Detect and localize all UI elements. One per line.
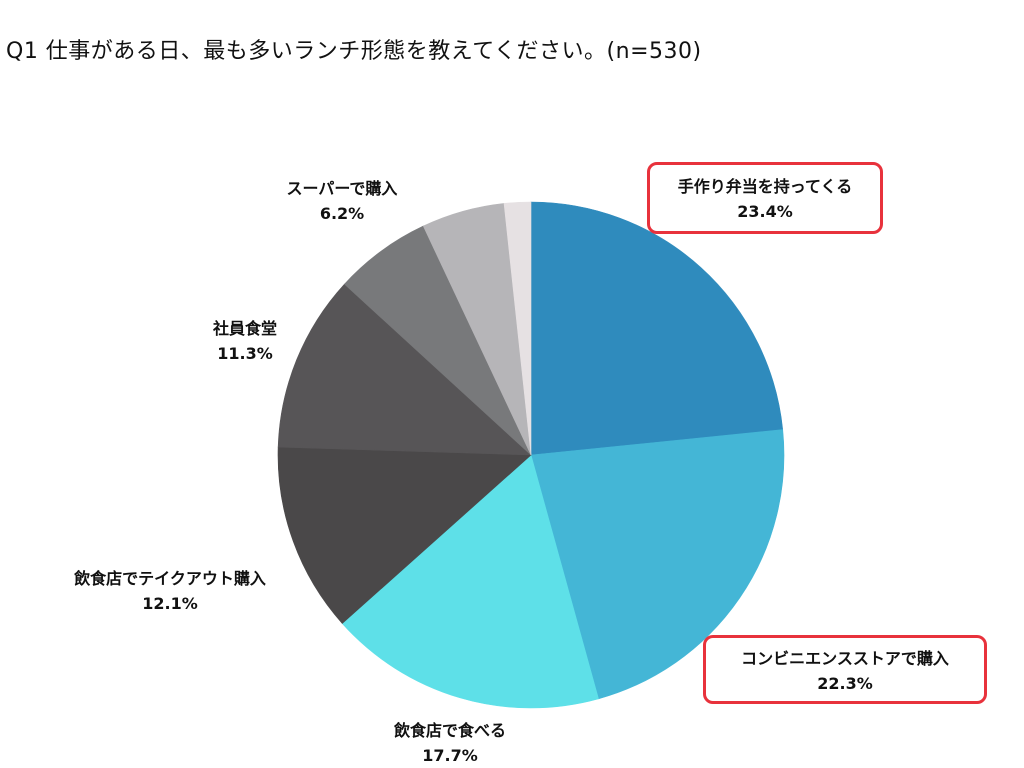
label-pct: 23.4% [737,202,793,221]
label-convenience-store: コンビニエンスストアで購入 22.3% [703,635,987,704]
label-cafeteria: 社員食堂 11.3% [190,316,300,366]
label-name: 社員食堂 [212,319,277,338]
label-name: 飲食店で食べる [393,721,506,740]
label-pct: 12.1% [142,594,198,613]
pie-slice [341,454,599,709]
label-takeout: 飲食店でテイクアウト購入 12.1% [40,566,300,616]
label-pct: 11.3% [217,344,273,363]
pie-slice [530,429,785,700]
label-name: コンビニエンスストアで購入 [741,649,949,668]
pie-slice [277,283,532,456]
pie-slice [530,201,784,456]
label-name: 手作り弁当を持ってくる [677,177,853,196]
label-pct: 6.2% [319,204,365,223]
label-eat-at-restaurant: 飲食店で食べる 17.7% [370,718,530,768]
label-supermarket: スーパーで購入 6.2% [262,176,422,226]
label-pct: 17.7% [422,746,478,765]
label-pct: 22.3% [817,674,873,693]
pie-slice [277,446,532,624]
chart-title: Q1 仕事がある日、最も多いランチ形態を教えてください。(n=530) [6,39,702,64]
label-name: 飲食店でテイクアウト購入 [74,569,266,588]
label-name: スーパーで購入 [286,179,398,198]
label-homemade-bento: 手作り弁当を持ってくる 23.4% [647,162,883,234]
pie-slice [503,201,532,456]
